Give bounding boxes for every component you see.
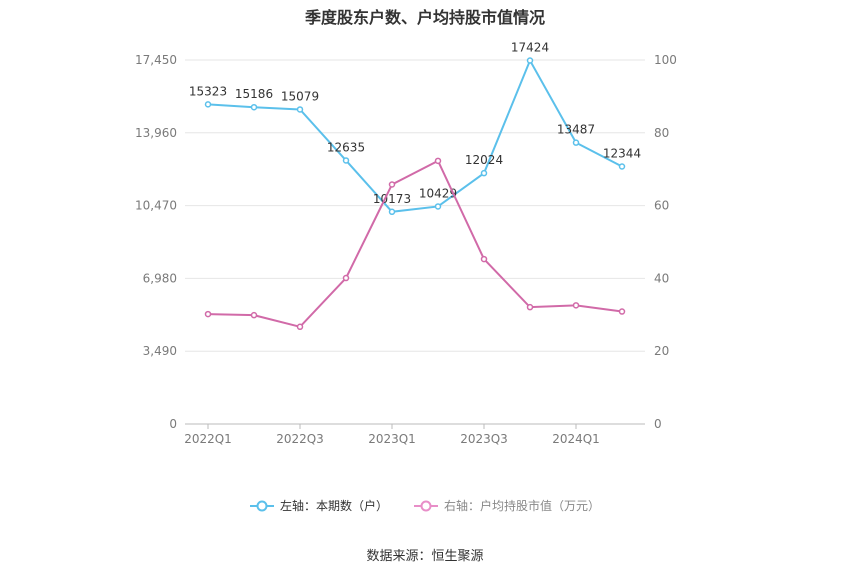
right-axis-tick-label: 80 bbox=[654, 126, 669, 140]
chart-title: 季度股东户数、户均持股市值情况 bbox=[304, 8, 545, 27]
left-axis-tick-label: 3,490 bbox=[143, 344, 177, 358]
left-axis-tick-label: 6,980 bbox=[143, 271, 177, 285]
legend-item-left-axis[interactable]: 左轴：本期数（户） bbox=[249, 497, 388, 514]
legend-item-right-axis[interactable]: 右轴：户均持股市值（万元） bbox=[414, 497, 600, 514]
data-point bbox=[388, 208, 396, 216]
data-point bbox=[204, 310, 212, 318]
data-point bbox=[618, 163, 626, 170]
left-axis-tick-label: 10,470 bbox=[135, 199, 177, 213]
data-point bbox=[480, 255, 488, 263]
data-label: 13487 bbox=[557, 123, 595, 137]
data-point bbox=[342, 157, 350, 164]
chart-plot-area: 0 3,490 6,980 10,470 13,960 17,450 0 20 40 60 80 10… bbox=[135, 41, 677, 446]
data-point bbox=[572, 302, 580, 309]
data-point bbox=[342, 274, 350, 282]
data-label: 10429 bbox=[419, 186, 457, 200]
data-point bbox=[250, 311, 258, 319]
x-axis-tick-label: 2023Q1 bbox=[368, 432, 416, 446]
right-axis-tick-label: 0 bbox=[654, 417, 662, 431]
x-axis-tick-label: 2024Q1 bbox=[552, 432, 600, 446]
right-axis-tick-label: 20 bbox=[654, 344, 669, 358]
left-axis-tick-label: 0 bbox=[169, 417, 177, 431]
data-point bbox=[204, 101, 212, 108]
data-label: 12024 bbox=[465, 153, 503, 167]
legend: 左轴：本期数（户） 右轴：户均持股市值（万元） bbox=[0, 497, 850, 514]
data-point bbox=[526, 303, 534, 311]
series-line-left bbox=[207, 58, 623, 213]
data-point bbox=[434, 203, 442, 210]
right-axis-tick-label: 100 bbox=[654, 53, 677, 67]
data-point bbox=[296, 106, 304, 113]
x-axis-tick-label: 2022Q3 bbox=[276, 432, 324, 446]
data-label: 15323 bbox=[189, 84, 227, 98]
data-point bbox=[388, 181, 396, 188]
data-label: 15079 bbox=[281, 89, 319, 103]
legend-left-label: 左轴：本期数（户） bbox=[279, 499, 388, 513]
legend-right-line-icon bbox=[414, 500, 438, 511]
legend-left-line-icon bbox=[249, 500, 274, 511]
data-point bbox=[618, 308, 626, 315]
data-label: 15186 bbox=[235, 87, 273, 101]
data-point bbox=[526, 57, 534, 64]
right-axis-tick-label: 60 bbox=[654, 199, 669, 213]
data-point bbox=[250, 103, 258, 111]
data-point bbox=[434, 157, 442, 165]
right-axis-tick-label: 40 bbox=[654, 271, 669, 285]
data-label: 17424 bbox=[511, 41, 549, 55]
data-label: 12344 bbox=[603, 147, 641, 161]
left-axis-tick-label: 13,960 bbox=[135, 126, 177, 140]
data-point bbox=[572, 139, 580, 146]
left-axis-tick-label: 17,450 bbox=[135, 53, 177, 67]
data-point bbox=[480, 169, 488, 177]
x-axis-tick-label: 2023Q3 bbox=[460, 432, 508, 446]
data-point bbox=[296, 323, 304, 331]
data-label: 12635 bbox=[327, 140, 365, 154]
series-line-right bbox=[207, 159, 623, 328]
data-source-note: 数据来源：恒生聚源 bbox=[366, 549, 484, 564]
legend-right-label: 右轴：户均持股市值（万元） bbox=[444, 499, 601, 513]
x-axis-tick-label: 2022Q1 bbox=[184, 432, 232, 446]
data-label: 10173 bbox=[373, 192, 411, 206]
